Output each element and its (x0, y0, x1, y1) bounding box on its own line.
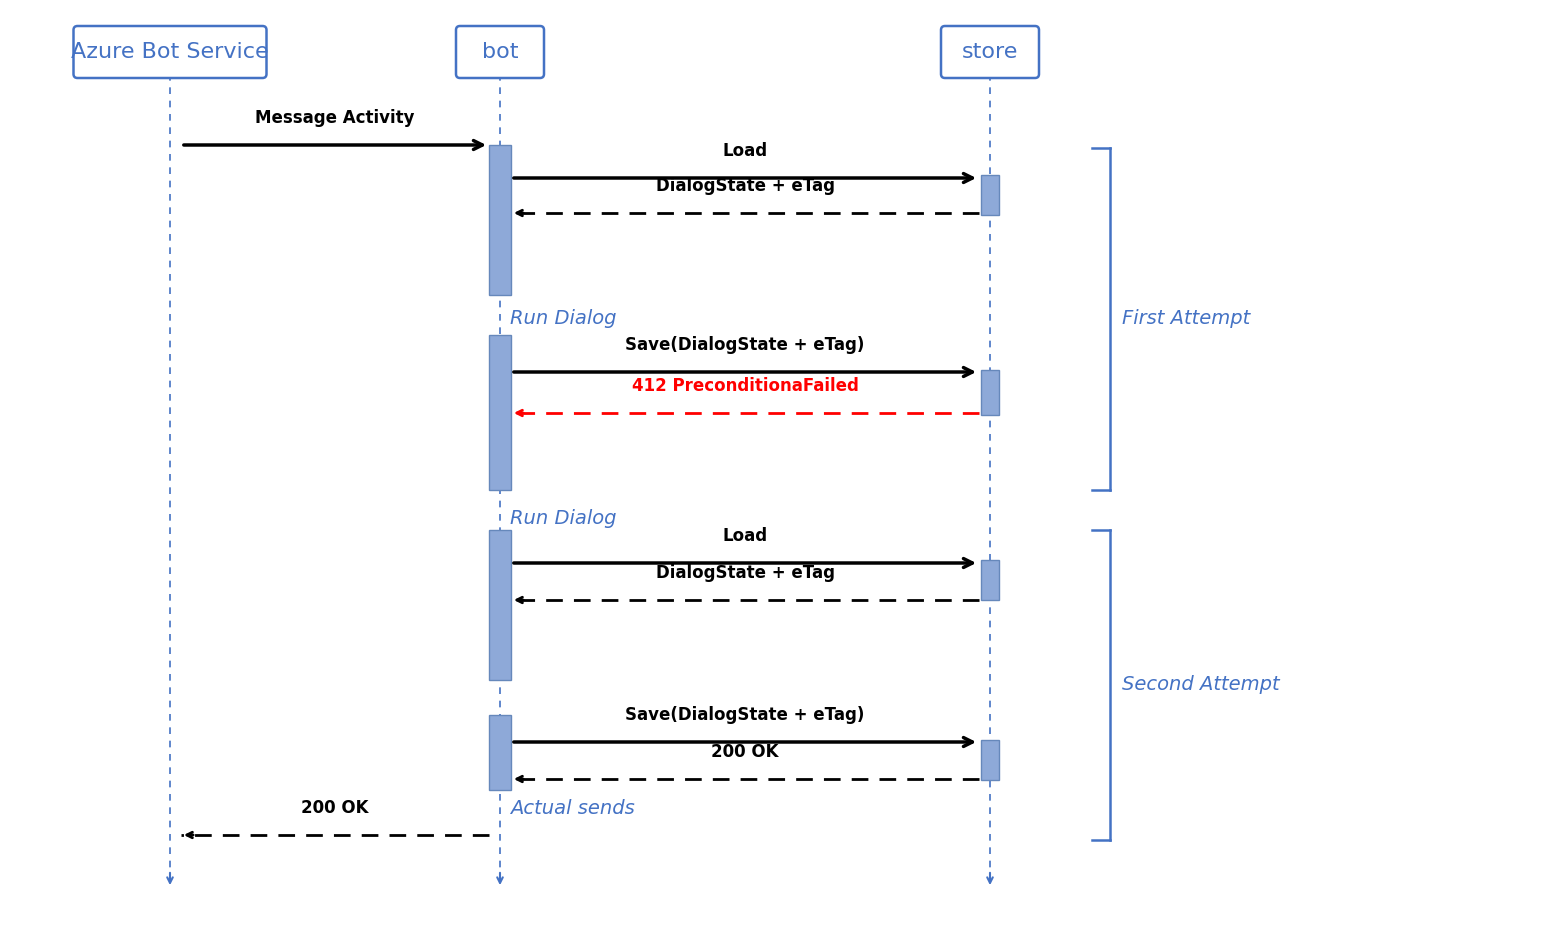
Bar (981, 175, 999, 215)
Bar (981, 370, 999, 415)
Bar (490, 715, 511, 790)
Text: 200 OK: 200 OK (302, 799, 369, 817)
Text: Run Dialog: Run Dialog (510, 308, 616, 328)
Text: Run Dialog: Run Dialog (510, 508, 616, 528)
Text: Load: Load (723, 142, 768, 160)
Text: Message Activity: Message Activity (255, 109, 414, 127)
Bar (490, 530, 511, 680)
Bar (981, 560, 999, 600)
Text: 200 OK: 200 OK (712, 743, 779, 761)
FancyBboxPatch shape (457, 26, 544, 78)
Text: Save(DialogState + eTag): Save(DialogState + eTag) (626, 706, 865, 724)
FancyBboxPatch shape (74, 26, 266, 78)
Text: DialogState + eTag: DialogState + eTag (655, 177, 835, 195)
Text: DialogState + eTag: DialogState + eTag (655, 564, 835, 582)
Bar (490, 335, 511, 490)
Text: Second Attempt: Second Attempt (1121, 675, 1279, 695)
FancyBboxPatch shape (942, 26, 1038, 78)
Text: bot: bot (482, 42, 518, 62)
Text: Load: Load (723, 527, 768, 545)
Text: Azure Bot Service: Azure Bot Service (72, 42, 269, 62)
Text: 412 PreconditionaFailed: 412 PreconditionaFailed (632, 377, 859, 395)
Bar (490, 145, 511, 295)
Text: Actual sends: Actual sends (510, 799, 635, 817)
Text: First Attempt: First Attempt (1121, 309, 1250, 329)
Bar (981, 740, 999, 780)
Text: store: store (962, 42, 1018, 62)
Text: Save(DialogState + eTag): Save(DialogState + eTag) (626, 336, 865, 354)
